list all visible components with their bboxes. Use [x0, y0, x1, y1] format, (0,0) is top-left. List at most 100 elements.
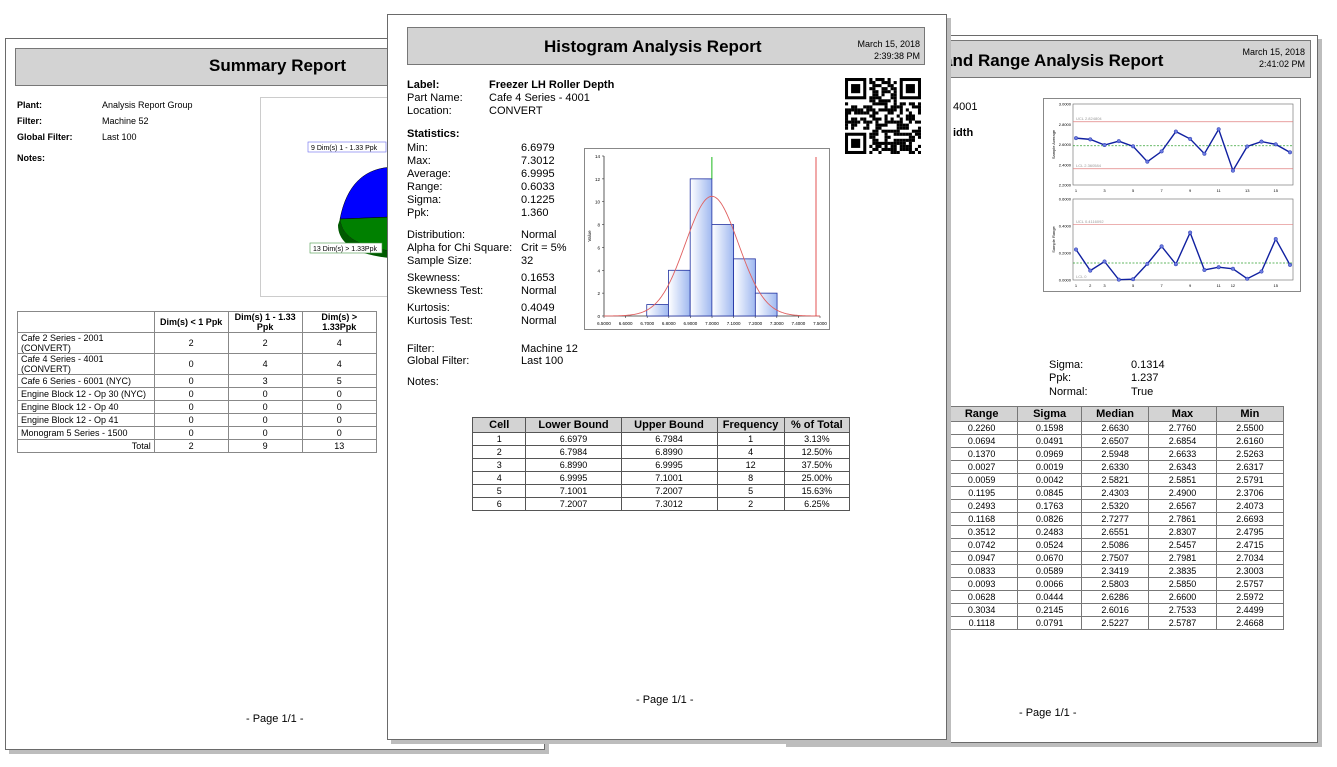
- pie-label-1: 9 Dim(s) 1 - 1.33 Ppk: [311, 145, 378, 152]
- xr-table-cell: 2.6630: [1080, 421, 1150, 435]
- table-row: Cafe 6 Series - 6001 (NYC) 0 3 5: [17, 374, 378, 388]
- hist-table-cell: 7.2007: [525, 497, 622, 511]
- hist-range-label: Range:: [407, 181, 443, 193]
- table-row: 5 7.1001 7.2007 5 15.63%: [471, 484, 851, 498]
- hist-max-label: Max:: [407, 155, 431, 167]
- data-point: [1202, 151, 1207, 156]
- xr-table-cell: 2.5227: [1080, 616, 1150, 630]
- xr-table-cell: 2.6633: [1148, 447, 1217, 461]
- xr-x-tick: 15: [1274, 188, 1279, 193]
- xr-x-tick: 1: [1075, 188, 1078, 193]
- hist-x-tick: 6.7000: [640, 321, 654, 326]
- xr-x-tick: 3: [1103, 188, 1106, 193]
- xr-table-cell: 2.6343: [1148, 460, 1217, 474]
- summary-filter-value: Machine 52: [102, 116, 149, 126]
- hist-table-cell: 6.7984: [525, 445, 622, 459]
- hist-min-value: 6.6979: [521, 142, 555, 154]
- xr-x-tick: 13: [1245, 188, 1250, 193]
- xr-x-tick: 7: [1160, 188, 1163, 193]
- hist-sigma-label: Sigma:: [407, 194, 442, 206]
- xr-table-cell: 2.7277: [1080, 512, 1150, 526]
- xr-x-tick: 2: [1089, 283, 1092, 288]
- hist-table-cell: 6.8990: [620, 445, 718, 459]
- xr-table-cell: 2.7034: [1215, 551, 1285, 565]
- histogram-bar: [733, 258, 756, 317]
- table-row: 0.1195 0.0845 2.4303 2.4900 2.3706: [944, 486, 1285, 500]
- hist-footer: - Page 1/1 -: [636, 694, 694, 706]
- data-point: [1102, 259, 1107, 264]
- xr-col-min: Min: [1215, 406, 1285, 422]
- summary-row-name: Cafe 4 Series - 4001 (CONVERT): [17, 353, 155, 375]
- table-row: 0.0027 0.0019 2.6330 2.6343 2.6317: [944, 460, 1285, 474]
- table-row: 0.2260 0.1598 2.6630 2.7760 2.5500: [944, 421, 1285, 435]
- xr-x-tick: 5: [1132, 188, 1135, 193]
- xr-y-tick: 0.6000: [1059, 197, 1072, 202]
- xr-table-cell: 0.0491: [1017, 434, 1082, 448]
- xr-y-tick: 0.2000: [1059, 251, 1072, 256]
- hist-filter-value: Machine 12: [521, 343, 578, 355]
- summary-cell: 3: [227, 374, 303, 388]
- lcl-label: LCL 0: [1076, 274, 1087, 279]
- summary-cell: 13: [301, 439, 378, 453]
- xr-x-tick: 9: [1189, 188, 1192, 193]
- xr-table-cell: 0.0845: [1017, 486, 1082, 500]
- xr-normal-label: Normal:: [1049, 386, 1088, 398]
- summary-row-name: Cafe 6 Series - 6001 (NYC): [17, 374, 155, 388]
- data-point: [1230, 168, 1235, 173]
- xr-col-median: Median: [1080, 406, 1150, 422]
- data-point: [1202, 267, 1207, 272]
- xr-x-tick: 5: [1132, 283, 1135, 288]
- table-row: Monogram 5 Series - 1500 0 0 0: [17, 426, 378, 440]
- hist-table-cell: 1: [471, 432, 527, 446]
- summary-cell: 0: [301, 413, 378, 427]
- table-row: 1 6.6979 6.7984 1 3.13%: [471, 432, 851, 446]
- xr-table-cell: 2.5787: [1148, 616, 1217, 630]
- hist-col-cell: Cell: [471, 417, 527, 433]
- summary-cell: 4: [301, 332, 378, 354]
- hist-date: March 15, 2018: [857, 39, 920, 49]
- xr-col-max: Max: [1148, 406, 1217, 422]
- summary-row-name: Engine Block 12 - Op 30 (NYC): [17, 387, 155, 401]
- summary-cell: 0: [153, 374, 229, 388]
- summary-col-blank: [17, 311, 155, 333]
- xr-table-cell: 2.7981: [1148, 551, 1217, 565]
- hist-title: Histogram Analysis Report: [544, 37, 762, 56]
- xr-x-tick: 12: [1231, 283, 1236, 288]
- hist-x-tick: 6.9000: [684, 321, 698, 326]
- summary-cell: 0: [153, 387, 229, 401]
- xr-x-tick: 9: [1189, 283, 1192, 288]
- xr-table: Range Sigma Median Max Min 0.2260 0.1598 2…: [944, 406, 1285, 630]
- xr-table-cell: 0.0093: [944, 577, 1019, 591]
- hist-table-cell: 3.13%: [783, 432, 851, 446]
- xr-label-fragment: idth: [953, 127, 974, 139]
- xr-table-cell: 0.1195: [944, 486, 1019, 500]
- hist-table-cell: 7.1001: [525, 484, 622, 498]
- histogram-chart: 0 2 4 6 8 10 12 14 6.5000 6.6000 6.7000 6.8000 6.900…: [584, 148, 830, 330]
- summary-row-name: Engine Block 12 - Op 40: [17, 400, 155, 414]
- data-point: [1273, 237, 1278, 242]
- table-row: 4 6.9995 7.1001 8 25.00%: [471, 471, 851, 485]
- xr-table-cell: 2.3706: [1215, 486, 1285, 500]
- data-point: [1259, 139, 1264, 144]
- hist-col-frequency: Frequency: [716, 417, 785, 433]
- summary-footer: - Page 1/1 -: [246, 713, 304, 725]
- hist-y-tick: 4: [597, 268, 600, 273]
- histogram-bar: [646, 304, 669, 317]
- xr-table-cell: 2.5851: [1148, 473, 1217, 487]
- xr-table-cell: 2.6600: [1148, 590, 1217, 604]
- hist-x-tick: 6.5000: [597, 321, 611, 326]
- xr-y-tick: 2.4000: [1059, 162, 1072, 167]
- hist-col-lower: Lower Bound: [525, 417, 622, 433]
- xr-table-cell: 0.0027: [944, 460, 1019, 474]
- histogram-report-page: Histogram Analysis Report March 15, 2018…: [387, 14, 947, 740]
- data-point: [1159, 244, 1164, 249]
- hist-sample-size-value: 32: [521, 255, 534, 267]
- hist-y-tick: 14: [595, 154, 601, 159]
- summary-cell: 5: [301, 374, 378, 388]
- summary-col-gt133: Dim(s) > 1.33Ppk: [301, 311, 378, 333]
- xr-table-cell: 2.7507: [1080, 551, 1150, 565]
- xr-table-cell: 0.2260: [944, 421, 1019, 435]
- summary-cell: 0: [227, 426, 303, 440]
- xr-table-cell: 0.0742: [944, 538, 1019, 552]
- summary-title: Summary Report: [209, 56, 346, 75]
